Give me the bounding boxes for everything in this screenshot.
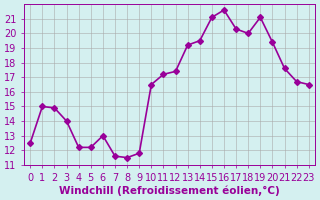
X-axis label: Windchill (Refroidissement éolien,°C): Windchill (Refroidissement éolien,°C) — [59, 185, 280, 196]
